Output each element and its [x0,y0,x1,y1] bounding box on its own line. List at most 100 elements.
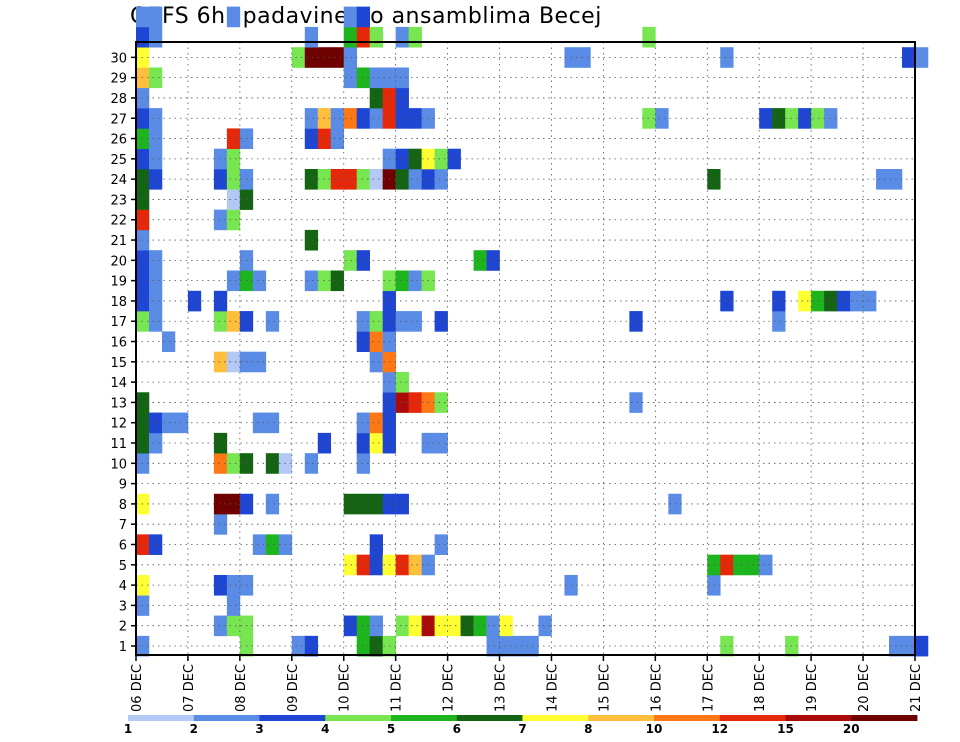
colorbar-label: 20 [843,722,860,736]
heatmap-cell [369,534,383,555]
heatmap-cell [226,493,241,515]
x-tick-label: 09 DEC [286,664,301,712]
colorbar-segment [128,715,195,721]
y-tick-label: 15 [110,356,127,371]
heatmap-cell [356,108,370,129]
heatmap-cell [629,392,643,413]
heatmap-cell [304,26,319,48]
heatmap-cell [408,615,422,637]
heatmap-cell [213,615,228,637]
x-tick-label: 11 DEC [390,664,405,712]
y-tick-label: 4 [119,579,127,594]
heatmap-cell [434,311,448,332]
heatmap-cell [837,290,851,312]
heatmap-cell [395,615,409,637]
colorbar-label: 4 [321,722,329,736]
heatmap-cell [226,209,241,231]
heatmap-cell [369,554,383,576]
y-tick-label: 24 [110,173,127,188]
x-tick-label: 17 DEC [701,664,716,712]
heatmap-cell [265,493,280,515]
heatmap-cell [434,148,448,170]
heatmap-cell [434,169,448,190]
heatmap-cell [343,26,358,48]
heatmap-cell [499,635,513,657]
heatmap-cell [824,290,838,312]
heatmap-cell [434,392,448,413]
x-tick-label: 13 DEC [494,664,509,712]
heatmap-cell [161,412,176,434]
heatmap-cell [252,351,267,373]
colorbar-label: 5 [387,722,395,736]
heatmap-cell [148,169,163,190]
y-tick-label: 25 [110,153,127,168]
heatmap-cell [915,47,929,68]
heatmap-cell [226,615,241,637]
heatmap-cell [720,290,734,312]
heatmap-cell [343,615,358,637]
colorbar-label: 8 [584,722,592,736]
heatmap-cell [356,412,370,434]
heatmap-cell [187,290,202,312]
heatmap-cell [395,169,409,190]
heatmap-cell [395,87,409,109]
heatmap-cell [356,169,370,190]
heatmap-cell [759,554,773,576]
colorbar-segment [654,715,721,721]
heatmap-cell [226,148,241,170]
heatmap-cell [330,128,345,149]
heatmap-cell [356,6,370,28]
heatmap-cell [343,47,358,68]
heatmap-cell [356,26,370,48]
x-tick-label: 15 DEC [597,664,612,712]
heatmap-cell [304,47,319,68]
y-tick-label: 22 [110,214,127,229]
heatmap-cell [291,635,306,657]
heatmap-cell [356,250,370,271]
heatmap-cell [668,493,682,515]
heatmap-cell [798,108,812,129]
colorbar-segment [522,715,589,721]
heatmap-cell [252,412,267,434]
heatmap-cell [213,311,228,332]
heatmap-cell [408,148,422,170]
colorbar-segment [193,715,260,721]
heatmap-cell [226,6,241,28]
x-tick-label: 10 DEC [338,664,353,712]
heatmap-cell [343,493,358,515]
heatmap-cell [369,615,383,637]
colorbar-label: 10 [646,722,663,736]
y-tick-label: 3 [119,599,127,614]
heatmap-cell [499,615,513,637]
colorbar-label: 7 [518,722,526,736]
heatmap-cell [330,270,345,292]
heatmap-cell [226,169,241,190]
x-tick-label: 06 DEC [130,664,145,712]
heatmap-cell [226,128,241,149]
heatmap-cell [356,432,370,454]
heatmap-cell [772,311,786,332]
heatmap-cell [395,148,409,170]
heatmap-cell [408,26,422,48]
heatmap-cell [395,26,409,48]
heatmap-cell [486,635,500,657]
heatmap-cell [629,311,643,332]
heatmap-cell [343,6,358,28]
colorbar-segment [391,715,458,721]
heatmap-cell [148,534,163,555]
heatmap-cell [369,331,383,352]
heatmap-cell [343,169,358,190]
heatmap-cell [213,574,228,596]
heatmap-cell [811,108,825,129]
heatmap-cell [213,148,228,170]
x-tick-label: 19 DEC [805,664,820,712]
heatmap-cell [213,432,228,454]
heatmap-cell [863,290,877,312]
heatmap-cell [343,554,358,576]
heatmap-cell [369,26,383,48]
heatmap-cell [902,635,916,657]
y-tick-label: 20 [110,254,127,269]
heatmap-cell [434,615,448,637]
heatmap-cell [473,615,487,637]
x-tick-label: 21 DEC [909,664,924,712]
